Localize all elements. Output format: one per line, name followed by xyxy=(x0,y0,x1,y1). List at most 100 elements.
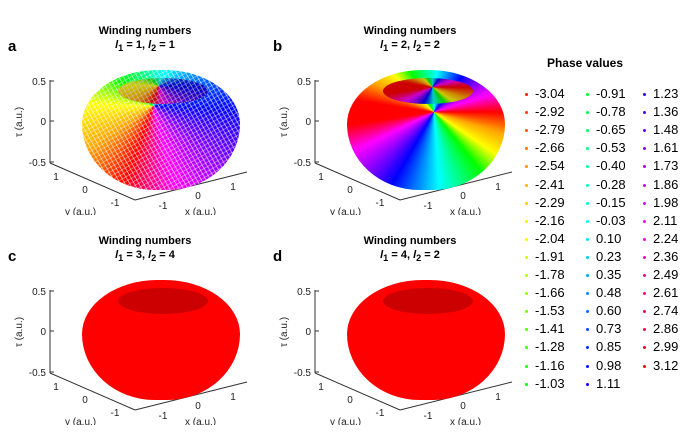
legend-item: -0.28 xyxy=(586,177,626,192)
y-axis-label: y (a.u.) xyxy=(330,417,361,425)
legend-value: 2.61 xyxy=(653,285,679,301)
y-tick: 0 xyxy=(82,185,88,196)
x-axis-label: x (a.u.) xyxy=(450,207,481,215)
legend-value: 1.36 xyxy=(653,104,679,120)
z-tick: -0.5 xyxy=(29,368,47,379)
legend-value: 1.11 xyxy=(596,375,621,391)
panel-label: a xyxy=(8,38,17,55)
y-tick: -1 xyxy=(111,408,120,419)
legend-dot xyxy=(586,274,589,278)
legend-dot xyxy=(643,183,646,187)
legend-dot xyxy=(586,219,589,223)
legend-value: -2.66 xyxy=(535,140,565,156)
y-tick: -1 xyxy=(376,408,385,419)
legend-dot xyxy=(643,165,646,169)
z-axis-label: τ (a.u.) xyxy=(14,107,25,137)
panel-title: Winding numbers l1 = 4, l2 = 2 xyxy=(355,234,465,265)
legend-dot xyxy=(525,346,528,350)
legend-dot xyxy=(586,93,589,97)
legend-item: 1.36 xyxy=(643,104,678,119)
legend-dot xyxy=(525,111,528,115)
phase-legend: Phase values -3.04 -2.92 -2.79 -2.66 -2.54 -2… xyxy=(520,50,700,420)
legend-value: 0.35 xyxy=(596,267,622,282)
legend-dot xyxy=(525,364,528,368)
winding-subtitle: l1 = 1, l2 = 1 xyxy=(115,39,175,54)
legend-dot xyxy=(525,129,528,133)
legend-dot xyxy=(643,346,646,350)
x-axis-label: x (a.u.) xyxy=(185,417,216,425)
legend-value: -0.65 xyxy=(596,122,626,138)
z-tick: 0.5 xyxy=(297,77,311,88)
legend-dot xyxy=(643,147,646,151)
y-axis-label: y (a.u.) xyxy=(65,207,96,215)
x-tick: 0 xyxy=(195,401,201,412)
legend-dot xyxy=(525,237,528,241)
legend-value: 0.85 xyxy=(596,339,622,355)
legend-dot xyxy=(586,328,589,332)
legend-item: -2.29 xyxy=(525,195,565,210)
legend-value: 1.23 xyxy=(653,86,679,101)
legend-item: 1.86 xyxy=(643,177,678,192)
legend-value: -1.41 xyxy=(535,321,565,337)
legend-value: 1.73 xyxy=(653,158,679,174)
legend-item: 2.24 xyxy=(643,231,678,246)
z-tick: 0.5 xyxy=(32,287,46,298)
legend-title: Phase values xyxy=(546,56,624,70)
legend-item: 0.60 xyxy=(586,303,621,318)
legend-item: -2.66 xyxy=(525,140,565,155)
panel-label: c xyxy=(8,248,17,265)
legend-dot xyxy=(586,147,589,151)
panel-b: b Winding numbers l1 = 2, l2 = 2 0.5 0 -… xyxy=(265,0,530,215)
legend-value: -1.91 xyxy=(535,248,565,264)
legend-item: 2.61 xyxy=(643,285,678,300)
legend-item: 1.61 xyxy=(643,140,678,155)
torus-hole xyxy=(118,78,208,104)
legend-value: -2.16 xyxy=(535,212,565,228)
panel-c: c Winding numbers l1 = 3, l2 = 4 0.5 0 -… xyxy=(0,210,265,425)
legend-item: -1.66 xyxy=(525,285,565,300)
z-axis-label: τ (a.u.) xyxy=(279,317,290,347)
y-tick: 1 xyxy=(318,172,324,183)
legend-item: 1.23 xyxy=(643,86,678,101)
y-tick: 0 xyxy=(82,395,88,406)
legend-dot xyxy=(525,310,528,314)
legend-item: 2.99 xyxy=(643,339,678,354)
x-tick: 0 xyxy=(460,401,466,412)
legend-value: -1.03 xyxy=(535,375,565,391)
z-tick: -0.5 xyxy=(294,368,312,379)
legend-item: 0.10 xyxy=(586,231,621,246)
legend-value: -0.40 xyxy=(596,158,626,174)
legend-item: -3.04 xyxy=(525,86,565,101)
legend-dot xyxy=(525,147,528,151)
y-tick: 1 xyxy=(53,382,59,393)
legend-value: 1.48 xyxy=(653,122,679,138)
legend-item: -0.40 xyxy=(586,158,626,173)
legend-dot xyxy=(525,219,528,223)
legend-item: 1.73 xyxy=(643,158,678,173)
legend-dot xyxy=(643,364,646,368)
legend-value: -0.15 xyxy=(596,194,626,210)
legend-item: -1.28 xyxy=(525,339,565,354)
z-tick: -0.5 xyxy=(29,158,47,169)
panel-title: Winding numbers l1 = 2, l2 = 2 xyxy=(355,24,465,55)
legend-dot xyxy=(643,274,646,278)
legend-value: -2.41 xyxy=(535,176,565,192)
legend-value: -1.53 xyxy=(535,303,565,319)
axes: 0.5 0 -0.5 1 0 -1 -1 0 1 y (a.u.) x (a.u… xyxy=(14,287,248,425)
y-tick: -1 xyxy=(376,198,385,209)
legend-dot xyxy=(525,165,528,169)
legend-item: 0.48 xyxy=(586,285,621,300)
x-axis-label: x (a.u.) xyxy=(450,417,481,425)
panel-title: Winding numbers l1 = 3, l2 = 4 xyxy=(90,234,200,265)
legend-item: -0.03 xyxy=(586,213,626,228)
legend-value: -1.66 xyxy=(535,285,565,301)
z-tick: 0 xyxy=(305,327,311,338)
torus-hole xyxy=(383,288,473,314)
legend-value: -2.79 xyxy=(535,122,565,138)
legend-item: -2.41 xyxy=(525,177,565,192)
legend-item: -2.79 xyxy=(525,122,565,137)
legend-value: 1.98 xyxy=(653,194,679,210)
legend-item: 2.36 xyxy=(643,249,678,264)
legend-value: 2.36 xyxy=(653,248,679,264)
x-tick: -1 xyxy=(159,201,168,212)
